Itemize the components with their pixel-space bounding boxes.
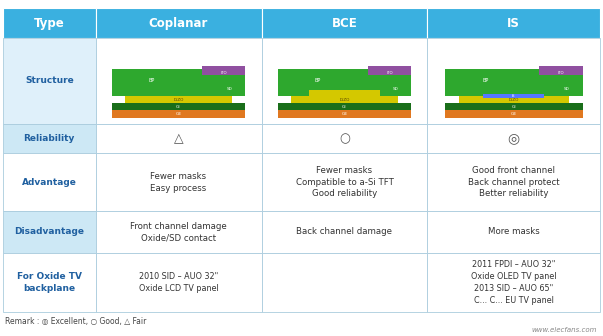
Bar xyxy=(95,253,262,312)
Bar xyxy=(262,153,428,211)
Text: GE: GE xyxy=(175,112,182,116)
Text: 2011 FPDI – AUO 32"
Oxide OLED TV panel
2013 SID – AUO 65"
C... C... EU TV panel: 2011 FPDI – AUO 32" Oxide OLED TV panel … xyxy=(471,260,557,305)
Text: Good front channel
Back channel protect
Better reliability: Good front channel Back channel protect … xyxy=(468,166,560,199)
Bar xyxy=(215,83,245,96)
Bar xyxy=(3,124,95,153)
Bar xyxy=(3,38,95,124)
Text: Remark : ◎ Excellent, ○ Good, △ Fair: Remark : ◎ Excellent, ○ Good, △ Fair xyxy=(5,317,147,326)
Text: BP: BP xyxy=(315,78,321,83)
Bar xyxy=(368,66,411,76)
Text: ○: ○ xyxy=(339,132,350,145)
Bar xyxy=(262,253,428,312)
Bar xyxy=(95,211,262,253)
Text: GE: GE xyxy=(511,112,517,116)
Bar xyxy=(445,69,582,96)
Text: ITO: ITO xyxy=(387,72,393,76)
Bar xyxy=(428,38,600,124)
Text: GI: GI xyxy=(511,105,516,109)
Bar xyxy=(112,83,143,96)
Text: For Oxide TV
backplane: For Oxide TV backplane xyxy=(17,272,82,293)
Text: IGZO: IGZO xyxy=(339,97,350,101)
Bar xyxy=(445,83,476,96)
Bar xyxy=(445,110,582,118)
Bar xyxy=(95,8,262,38)
Text: Type: Type xyxy=(34,17,65,30)
Text: Structure: Structure xyxy=(25,76,74,85)
Bar xyxy=(262,38,428,124)
Bar xyxy=(428,211,600,253)
Text: IS: IS xyxy=(512,94,516,98)
Text: IGZO: IGZO xyxy=(508,97,519,101)
Text: GE: GE xyxy=(341,112,347,116)
Text: Back channel damage: Back channel damage xyxy=(297,227,393,237)
Text: BP: BP xyxy=(483,78,489,83)
Text: Advantage: Advantage xyxy=(22,178,77,187)
Bar xyxy=(112,69,245,96)
Text: Reliability: Reliability xyxy=(24,134,75,143)
Text: BCE: BCE xyxy=(332,17,358,30)
Bar xyxy=(428,8,600,38)
Bar xyxy=(484,94,544,98)
Text: SD: SD xyxy=(564,87,570,91)
Bar xyxy=(262,8,428,38)
Bar xyxy=(203,66,245,76)
Text: www.elecfans.com: www.elecfans.com xyxy=(531,327,597,333)
Bar xyxy=(278,103,411,110)
Bar xyxy=(428,153,600,211)
Text: SD: SD xyxy=(393,87,399,91)
Bar xyxy=(380,83,411,96)
Bar xyxy=(445,103,582,110)
Text: More masks: More masks xyxy=(488,227,540,237)
Text: Fewer masks
Compatible to a-Si TFT
Good reliability: Fewer masks Compatible to a-Si TFT Good … xyxy=(295,166,393,199)
Bar xyxy=(551,83,582,96)
Text: △: △ xyxy=(174,132,183,145)
Bar xyxy=(112,110,245,118)
Text: GI: GI xyxy=(342,105,347,109)
Text: Disadvantage: Disadvantage xyxy=(14,227,84,237)
Text: Fewer masks
Easy process: Fewer masks Easy process xyxy=(150,172,207,193)
Bar xyxy=(3,253,95,312)
Text: ITO: ITO xyxy=(557,72,564,76)
Bar xyxy=(95,38,262,124)
Text: IGZO: IGZO xyxy=(173,97,184,101)
Bar xyxy=(458,96,569,103)
Text: 2010 SID – AUO 32"
Oxide LCD TV panel: 2010 SID – AUO 32" Oxide LCD TV panel xyxy=(139,272,218,293)
Text: Front channel damage
Oxide/SD contact: Front channel damage Oxide/SD contact xyxy=(130,221,227,242)
Text: SD: SD xyxy=(227,87,233,91)
Text: GI: GI xyxy=(176,105,181,109)
Text: Coplanar: Coplanar xyxy=(149,17,208,30)
Bar xyxy=(278,110,411,118)
Bar xyxy=(291,96,397,103)
Bar xyxy=(278,69,411,96)
Bar xyxy=(262,211,428,253)
Bar xyxy=(278,83,309,96)
Bar xyxy=(428,124,600,153)
Bar xyxy=(112,103,245,110)
Text: ITO: ITO xyxy=(220,72,227,76)
Bar xyxy=(538,66,582,76)
Text: IS: IS xyxy=(507,17,520,30)
Bar xyxy=(95,124,262,153)
Bar xyxy=(125,96,232,103)
Bar xyxy=(262,124,428,153)
Bar xyxy=(3,8,95,38)
Bar xyxy=(3,211,95,253)
Text: BP: BP xyxy=(149,78,155,83)
Bar xyxy=(95,153,262,211)
Bar xyxy=(309,90,380,96)
Bar xyxy=(3,153,95,211)
Text: ◎: ◎ xyxy=(508,131,520,145)
Bar xyxy=(428,253,600,312)
